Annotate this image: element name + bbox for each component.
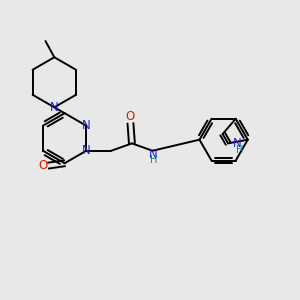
Text: N: N (232, 137, 241, 150)
Text: N: N (82, 144, 91, 157)
Text: H: H (236, 145, 244, 155)
Text: N: N (82, 119, 91, 132)
Text: H: H (150, 155, 157, 166)
Text: N: N (50, 101, 59, 114)
Text: O: O (38, 159, 48, 172)
Text: O: O (126, 110, 135, 123)
Text: N: N (149, 148, 158, 161)
